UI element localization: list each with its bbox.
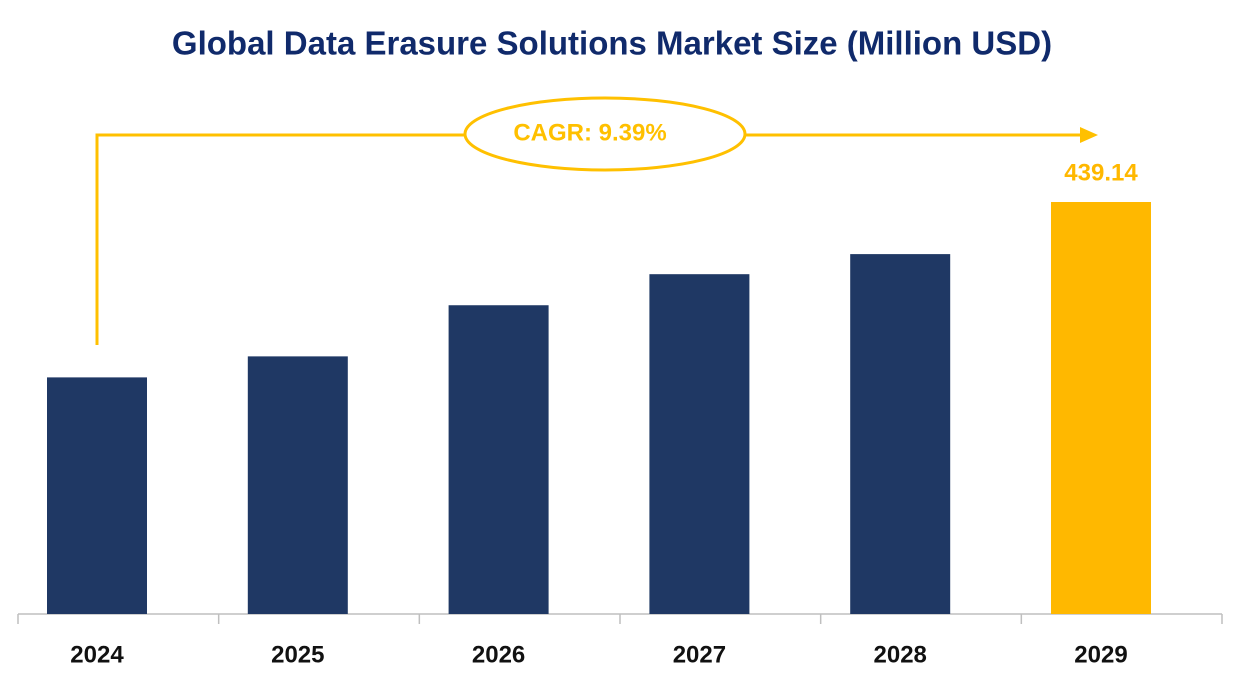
x-tick-label: 2025 <box>271 641 324 668</box>
cagr-ellipse <box>463 96 747 172</box>
bar <box>47 377 147 614</box>
chart-title: Global Data Erasure Solutions Market Siz… <box>172 25 1052 62</box>
x-tick-label: 2026 <box>472 641 525 668</box>
bar <box>448 305 549 614</box>
cagr-annotation: CAGR: 9.39% <box>95 96 1098 345</box>
x-tick-label: 2027 <box>673 641 726 668</box>
x-tick-label: 2028 <box>874 641 927 668</box>
cagr-arrow <box>95 133 465 345</box>
x-tick-label: 2024 <box>70 641 124 668</box>
x-tick-label: 2029 <box>1074 641 1127 668</box>
bar <box>247 356 348 614</box>
bar <box>1051 202 1151 614</box>
arrow-head <box>1080 127 1098 143</box>
data-label: 439.14 <box>1064 159 1138 186</box>
bar <box>850 254 951 614</box>
bar <box>649 274 750 614</box>
cagr-label: CAGR: 9.39% <box>513 119 666 146</box>
